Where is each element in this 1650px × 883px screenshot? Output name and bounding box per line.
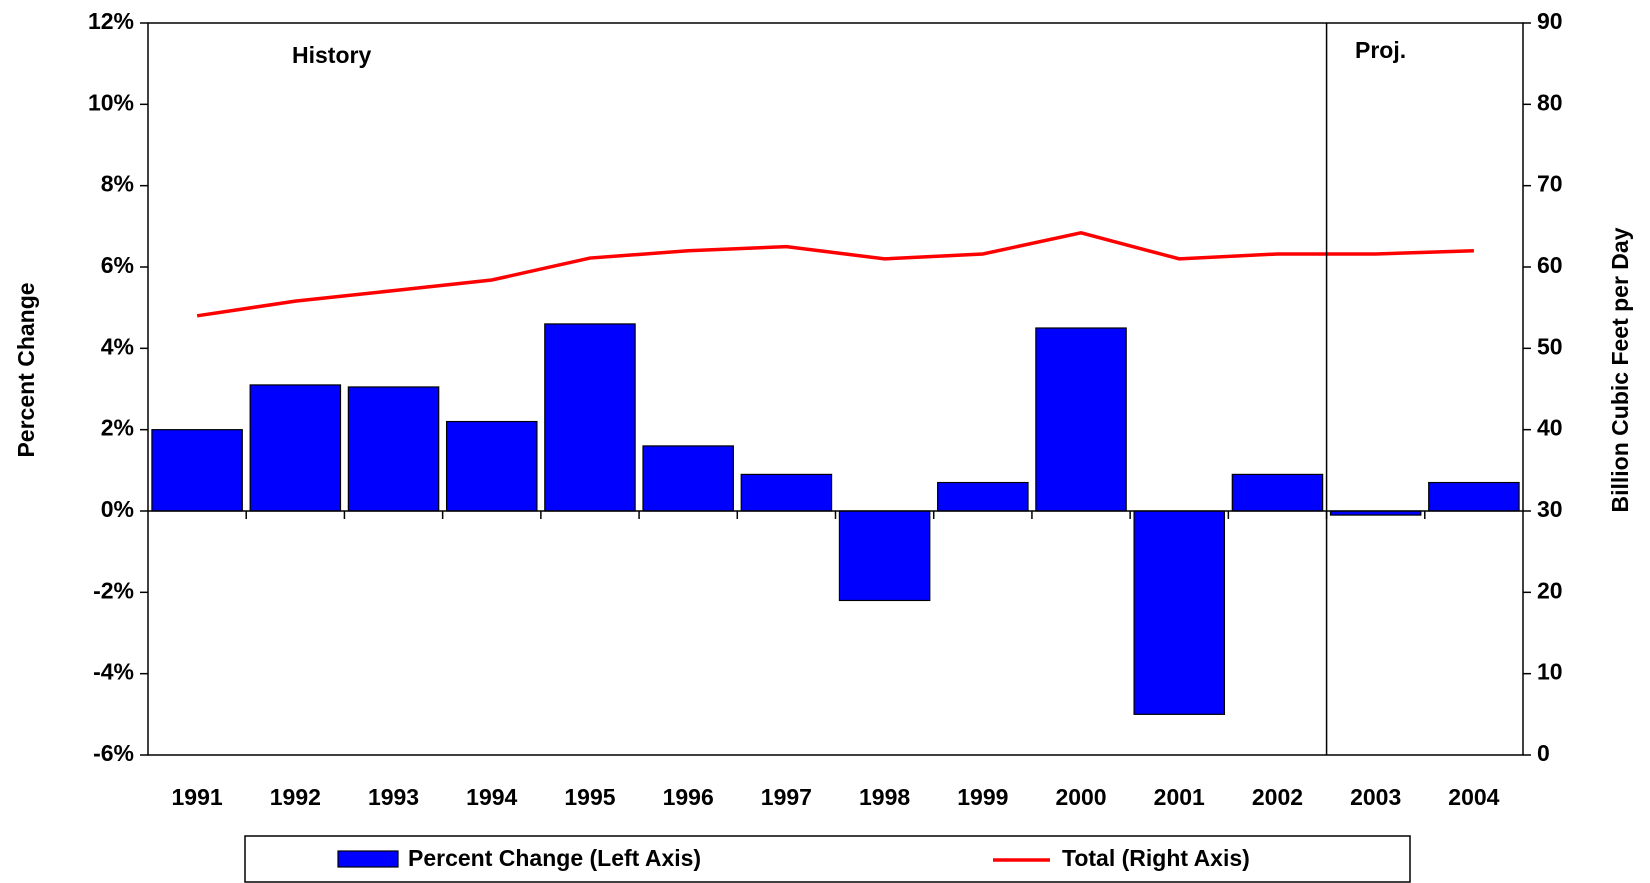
- y2-tick-label: 60: [1537, 252, 1563, 278]
- legend-box: [244, 835, 1411, 883]
- y2-tick-label: 30: [1537, 496, 1563, 522]
- x-tick-label: 1998: [859, 784, 910, 810]
- y2-tick-label: 10: [1537, 659, 1563, 685]
- x-tick-label: 1993: [368, 784, 419, 810]
- x-tick-label: 1994: [466, 784, 517, 810]
- y-tick-label: 10%: [88, 89, 134, 115]
- x-tick-label: 1999: [957, 784, 1008, 810]
- x-tick-label: 2004: [1448, 784, 1499, 810]
- bar: [249, 384, 342, 512]
- x-tick-label: 1997: [761, 784, 812, 810]
- y2-tick-label: 20: [1537, 577, 1563, 603]
- bar: [151, 429, 243, 512]
- y-tick-label: -2%: [93, 577, 134, 603]
- x-tick-label: 2002: [1252, 784, 1303, 810]
- legend-label: Total (Right Axis): [1062, 845, 1250, 871]
- x-tick-label: 1992: [270, 784, 321, 810]
- y-tick-label: 8%: [101, 171, 134, 197]
- bar: [1428, 481, 1520, 512]
- y2-tick-label: 40: [1537, 415, 1563, 441]
- y-tick-label: 2%: [101, 415, 134, 441]
- bar: [740, 473, 833, 512]
- legend-label: Percent Change (Left Axis): [408, 845, 701, 871]
- bar: [1231, 473, 1324, 512]
- bar: [1035, 327, 1127, 512]
- bar: [1133, 510, 1226, 715]
- y-tick-label: 6%: [101, 252, 134, 278]
- y-tick-label: 0%: [101, 496, 134, 522]
- x-tick-label: 2000: [1055, 784, 1106, 810]
- y2-tick-label: 0: [1537, 740, 1550, 766]
- y-tick-label: -6%: [93, 740, 134, 766]
- y2-tick-label: 70: [1537, 171, 1563, 197]
- bar: [347, 386, 440, 512]
- y2-tick-label: 90: [1537, 8, 1563, 34]
- annotation: History: [292, 42, 371, 68]
- y-axis-label: Percent Change: [13, 282, 39, 457]
- y-tick-label: -4%: [93, 659, 134, 685]
- bar: [544, 323, 636, 512]
- y2-tick-label: 80: [1537, 89, 1563, 115]
- x-tick-label: 2003: [1350, 784, 1401, 810]
- bar: [838, 510, 931, 602]
- y-tick-label: 4%: [101, 333, 134, 359]
- x-tick-label: 1996: [663, 784, 714, 810]
- y-tick-label: 12%: [88, 8, 134, 34]
- x-tick-label: 2001: [1154, 784, 1205, 810]
- annotation: Proj.: [1355, 37, 1406, 63]
- y2-axis-label: Billion Cubic Feet per Day: [1607, 227, 1633, 512]
- legend-swatch: [337, 850, 399, 868]
- x-tick-label: 1991: [172, 784, 223, 810]
- bar: [445, 420, 538, 512]
- line: [196, 231, 1474, 318]
- y2-tick-label: 50: [1537, 333, 1563, 359]
- bar: [937, 481, 1029, 512]
- x-tick-label: 1995: [564, 784, 615, 810]
- bar: [642, 445, 734, 512]
